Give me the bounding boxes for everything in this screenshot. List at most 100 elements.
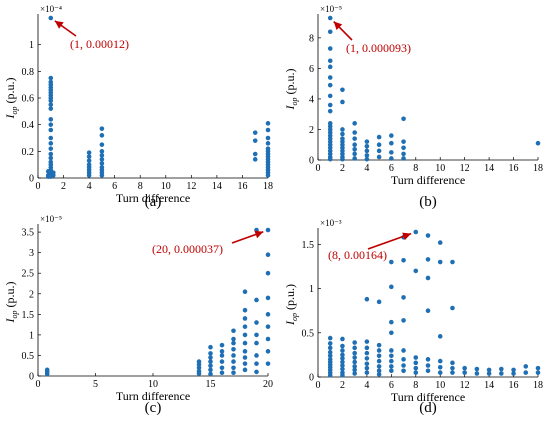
- x-tick-label: 0: [36, 379, 41, 390]
- data-point: [219, 353, 225, 358]
- data-point: [437, 364, 443, 370]
- data-point: [352, 355, 357, 360]
- data-point: [474, 371, 480, 376]
- peak-annotation: (1, 0.00012): [70, 37, 129, 51]
- data-point: [352, 151, 357, 157]
- x-tick-label: 10: [148, 379, 158, 390]
- data-point: [376, 364, 382, 369]
- data-point: [265, 361, 271, 366]
- data-point: [499, 371, 504, 376]
- data-point: [242, 340, 248, 346]
- data-point: [376, 342, 382, 348]
- x-tick-label: 10: [435, 380, 445, 391]
- data-point: [389, 156, 394, 161]
- data-point: [327, 15, 333, 21]
- y-exponent-label: ×10⁻³: [320, 218, 342, 228]
- data-point: [437, 358, 443, 364]
- data-point: [231, 359, 236, 364]
- y-tick-label: 8: [309, 33, 314, 44]
- data-point: [340, 87, 345, 93]
- data-point: [99, 161, 105, 166]
- data-point: [99, 153, 105, 158]
- data-point: [242, 289, 248, 295]
- data-point: [48, 141, 54, 146]
- data-point: [254, 353, 259, 358]
- data-point: [45, 174, 51, 179]
- data-point: [327, 341, 333, 346]
- data-point: [364, 139, 370, 144]
- data-point: [352, 156, 357, 161]
- data-point: [425, 363, 431, 368]
- y-tick-label: 1: [29, 330, 34, 341]
- data-point: [219, 359, 225, 364]
- data-point: [99, 142, 105, 147]
- data-point: [242, 367, 248, 373]
- data-point: [389, 358, 394, 364]
- data-point: [511, 371, 516, 376]
- data-point: [352, 147, 357, 152]
- y-axis-label: Iop (p.u.): [3, 282, 19, 324]
- y-exponent-label: ×10⁻⁵: [40, 214, 62, 224]
- data-point: [48, 98, 54, 103]
- data-point: [327, 82, 333, 88]
- x-tick-label: 4: [364, 380, 369, 391]
- data-point: [523, 370, 529, 375]
- data-point: [413, 360, 419, 366]
- data-point: [474, 366, 480, 372]
- data-point: [265, 336, 271, 342]
- data-point: [352, 142, 357, 148]
- annotation-arrowhead: [254, 230, 264, 239]
- x-tick-label: 18: [533, 163, 543, 174]
- chart-panel-a: 0 2 4 6 8 10 12 14 16 18 0 0.2 0.4 0.6 0.8 1 ×10⁻⁴ Turn d…: [3, 4, 273, 210]
- x-tick-label: 10: [161, 181, 171, 192]
- data-point: [376, 353, 382, 359]
- y-tick-label: 0.6: [22, 94, 35, 105]
- data-point: [48, 102, 54, 107]
- data-point: [48, 151, 54, 157]
- data-point: [208, 344, 213, 350]
- data-point: [389, 259, 394, 265]
- data-point: [389, 319, 394, 325]
- x-tick-label: 2: [61, 181, 66, 192]
- data-point: [327, 46, 333, 51]
- data-point: [208, 351, 213, 356]
- data-point: [425, 257, 431, 262]
- y-tick-label: 2.5: [22, 269, 35, 280]
- data-point: [265, 127, 271, 133]
- data-point: [364, 350, 370, 356]
- y-tick-label: 0.5: [302, 328, 315, 339]
- data-point: [450, 370, 455, 375]
- data-point: [389, 353, 394, 359]
- data-point: [254, 320, 259, 325]
- data-point: [327, 93, 333, 99]
- data-point: [376, 299, 382, 305]
- data-point: [252, 130, 258, 135]
- chart-panel-b: 0 2 4 6 8 10 12 14 16 18 0 2 4 6 8 ×10⁻⁵ Turn difference…: [283, 4, 543, 210]
- data-point: [401, 318, 406, 323]
- data-point: [450, 365, 455, 371]
- data-point: [437, 370, 443, 375]
- x-tick-label: 15: [206, 379, 216, 390]
- data-point: [425, 233, 431, 238]
- peak-annotation: (8, 0.00164): [328, 248, 387, 262]
- data-point: [219, 370, 225, 376]
- x-axis-label: Turn difference: [391, 173, 465, 187]
- data-point: [48, 146, 54, 151]
- data-point: [352, 121, 357, 126]
- data-point: [327, 349, 333, 355]
- data-point: [401, 145, 406, 151]
- x-axis-label: Turn difference: [116, 389, 190, 403]
- data-point: [523, 364, 529, 369]
- y-tick-label: 1.5: [22, 310, 35, 321]
- x-tick-label: 6: [389, 163, 394, 174]
- x-tick-label: 16: [509, 380, 519, 391]
- panel-label: (b): [419, 194, 437, 210]
- data-point: [196, 365, 202, 371]
- data-point: [208, 371, 213, 377]
- data-point: [437, 240, 443, 245]
- data-point: [254, 361, 259, 366]
- x-tick-label: 12: [460, 380, 470, 391]
- y-tick-label: 0.8: [22, 67, 35, 78]
- data-point: [327, 156, 333, 162]
- y-axis-label: Iop (p.u.): [283, 284, 299, 326]
